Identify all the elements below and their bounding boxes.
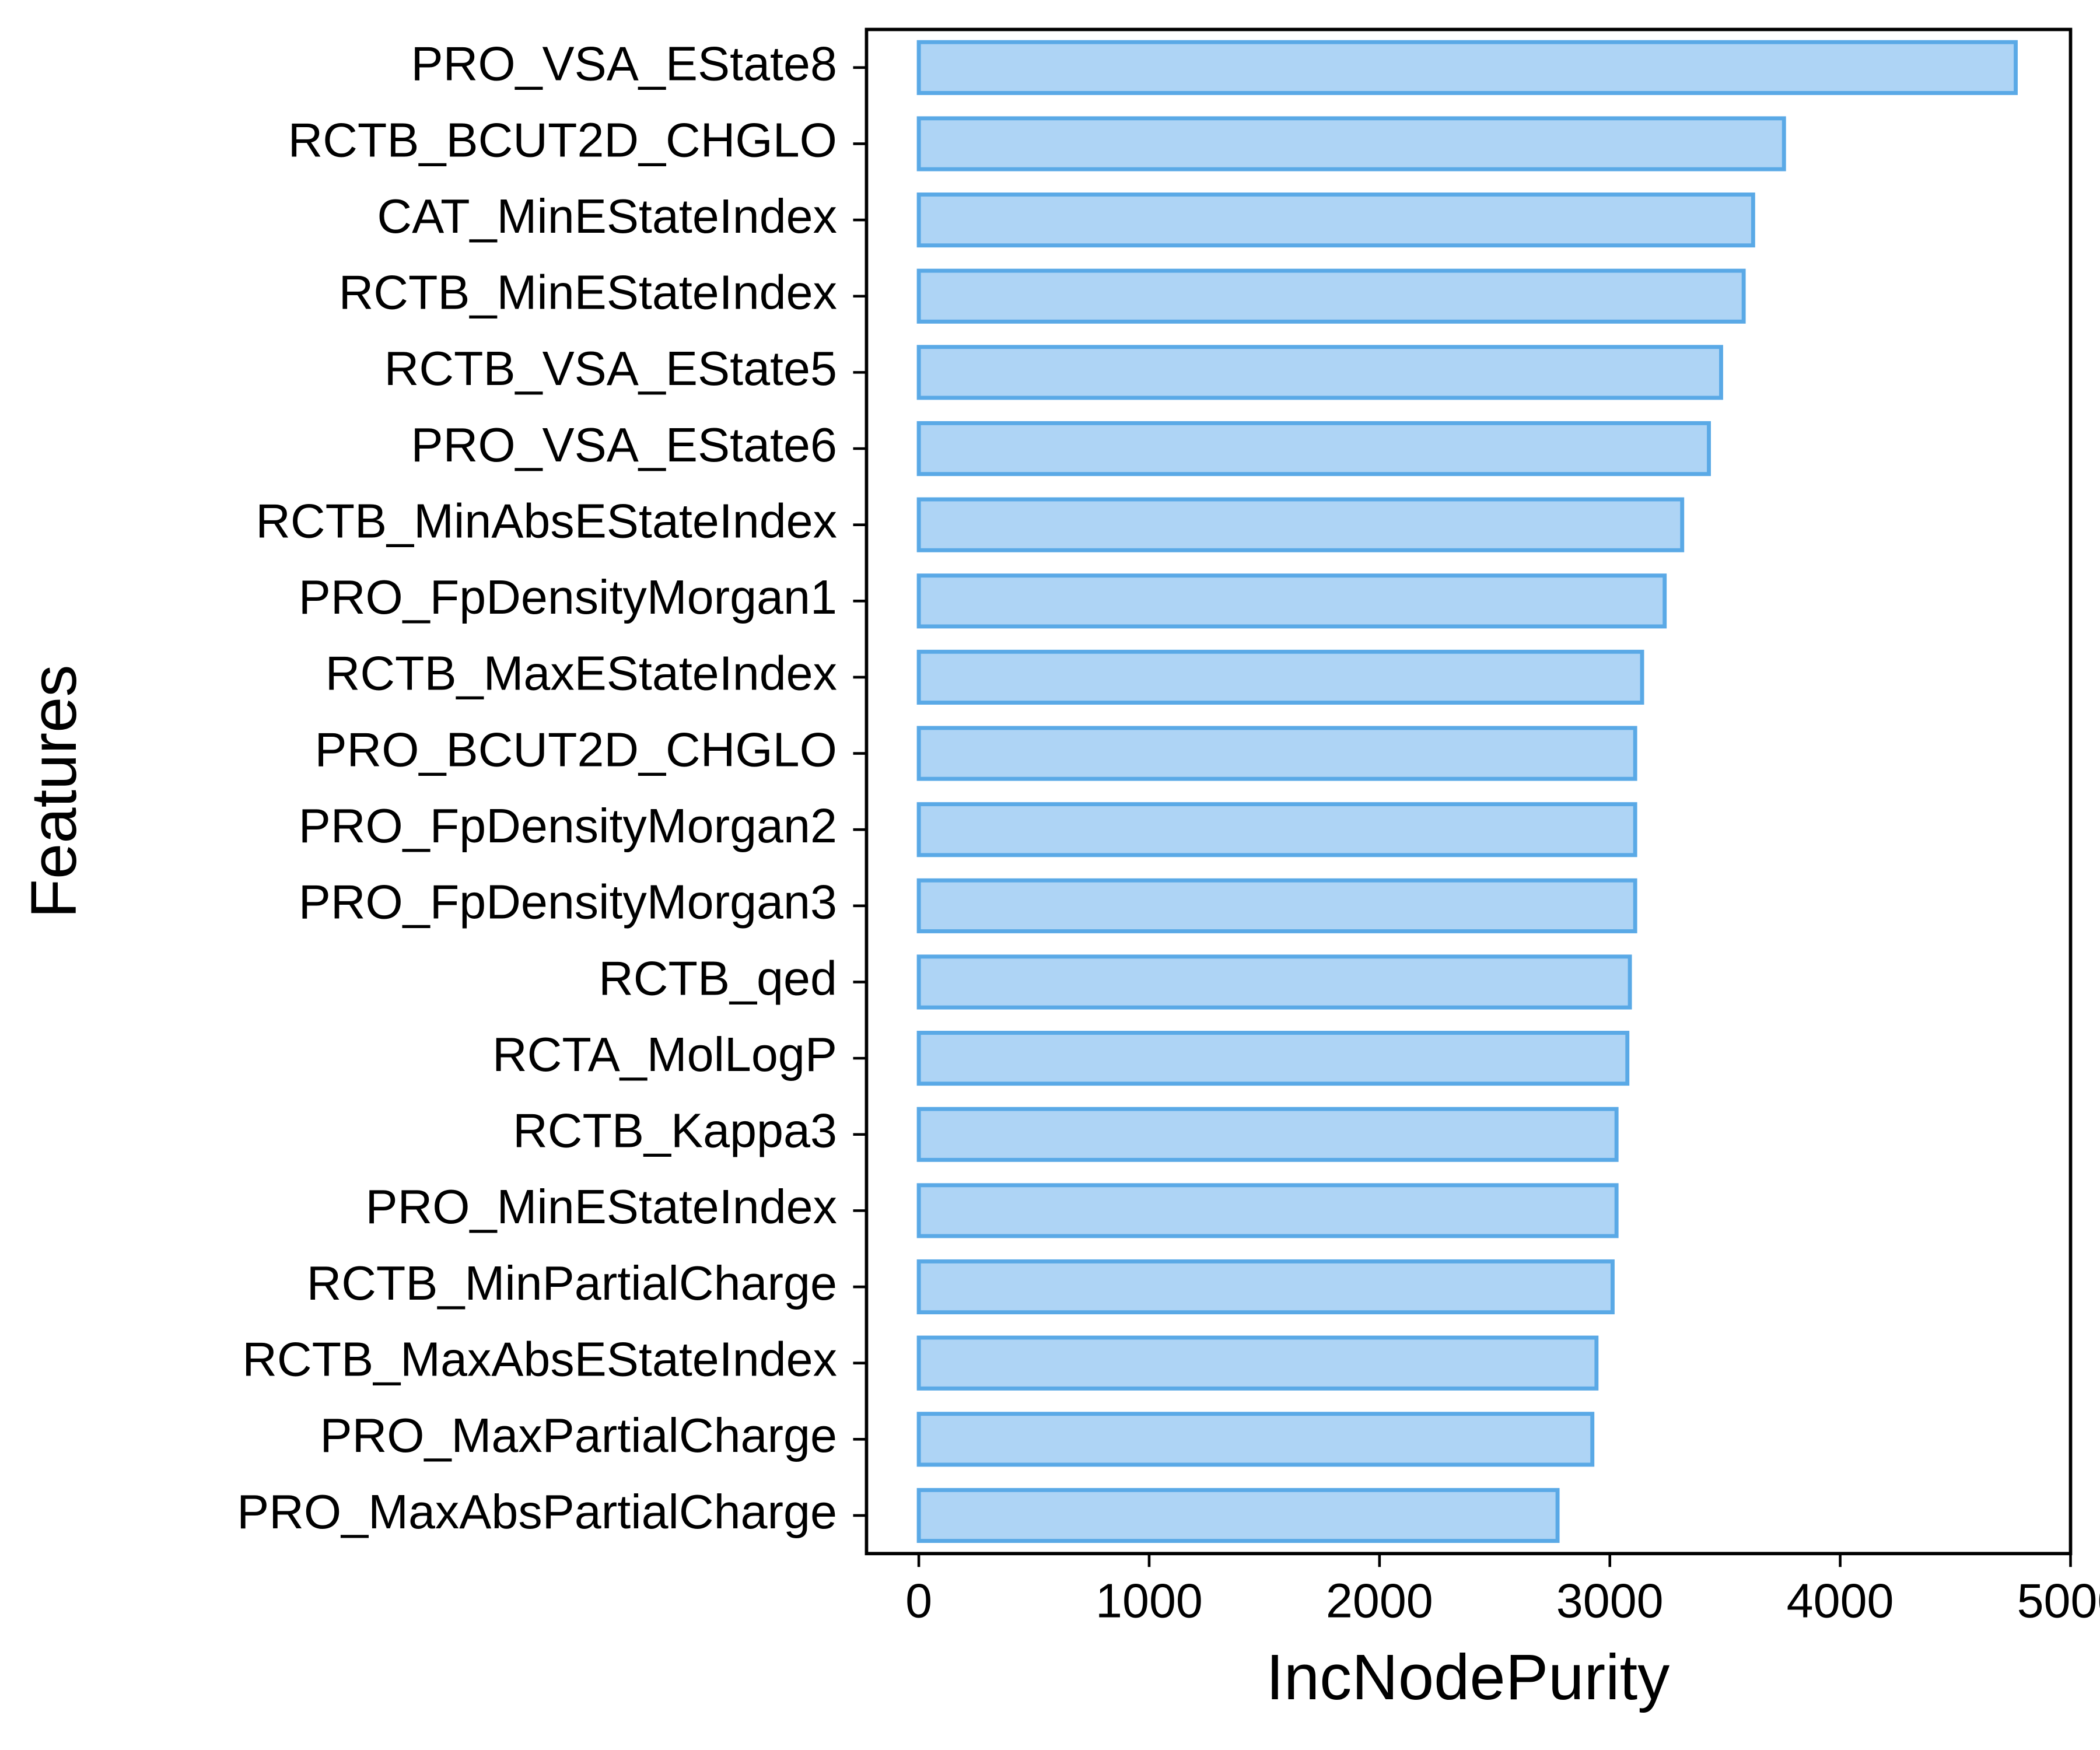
bar: [916, 40, 2018, 95]
bar: [916, 649, 1644, 705]
x-tick-label: 1000: [1096, 1573, 1203, 1628]
y-tick-label: RCTA_MolLogP: [492, 1027, 837, 1082]
y-tick-label: CAT_MinEStateIndex: [377, 189, 837, 243]
plot-frame: [864, 27, 2073, 1556]
x-tick-label: 2000: [1326, 1573, 1433, 1628]
bar: [916, 802, 1637, 858]
bar: [916, 726, 1637, 781]
bar: [916, 954, 1632, 1010]
y-tick-label: PRO_VSA_EState8: [411, 37, 837, 91]
x-axis-title: IncNodePurity: [1266, 1642, 1670, 1713]
y-tick-label: PRO_FpDensityMorgan3: [299, 875, 837, 929]
bar: [916, 1335, 1599, 1391]
bar: [916, 1031, 1630, 1086]
y-tick-label: PRO_MinEStateIndex: [365, 1180, 836, 1234]
y-axis-title: Features: [18, 664, 90, 918]
y-tick-label: RCTB_MaxEStateIndex: [326, 646, 837, 701]
x-tick-label: 5000: [2017, 1573, 2100, 1628]
y-tick-label: RCTB_Kappa3: [513, 1104, 837, 1158]
y-tick-label: RCTB_MaxAbsEStateIndex: [242, 1332, 837, 1386]
y-tick-label: RCTB_MinAbsEStateIndex: [256, 494, 837, 548]
bar: [916, 1259, 1615, 1315]
x-tick-label: 4000: [1787, 1573, 1894, 1628]
bar: [916, 497, 1685, 552]
x-tick-label: 3000: [1556, 1573, 1664, 1628]
bar: [916, 1107, 1619, 1162]
bar: [916, 345, 1723, 400]
bar: [916, 878, 1637, 933]
bar: [916, 573, 1667, 629]
y-tick-label: RCTB_MinEStateIndex: [339, 265, 837, 320]
bar: [916, 1183, 1619, 1238]
bar: [916, 1488, 1560, 1544]
bar: [916, 1412, 1595, 1467]
y-tick-label: RCTB_BCUT2D_CHGLO: [288, 113, 837, 167]
y-tick-label: RCTB_MinPartialCharge: [307, 1256, 837, 1310]
y-tick-label: PRO_MaxAbsPartialCharge: [237, 1485, 837, 1539]
bar: [916, 192, 1755, 248]
bar: [916, 268, 1746, 324]
y-tick-label: RCTB_qed: [598, 951, 837, 1005]
y-tick-label: PRO_FpDensityMorgan2: [299, 799, 837, 853]
bar: [916, 116, 1786, 172]
y-tick-label: PRO_BCUT2D_CHGLO: [314, 722, 837, 776]
y-tick-label: PRO_MaxPartialCharge: [320, 1408, 836, 1462]
x-tick-label: 0: [905, 1573, 932, 1628]
y-tick-label: RCTB_VSA_EState5: [384, 341, 837, 396]
y-tick-label: PRO_FpDensityMorgan1: [299, 570, 837, 624]
bar: [916, 421, 1711, 477]
y-tick-label: PRO_VSA_EState6: [411, 418, 837, 472]
